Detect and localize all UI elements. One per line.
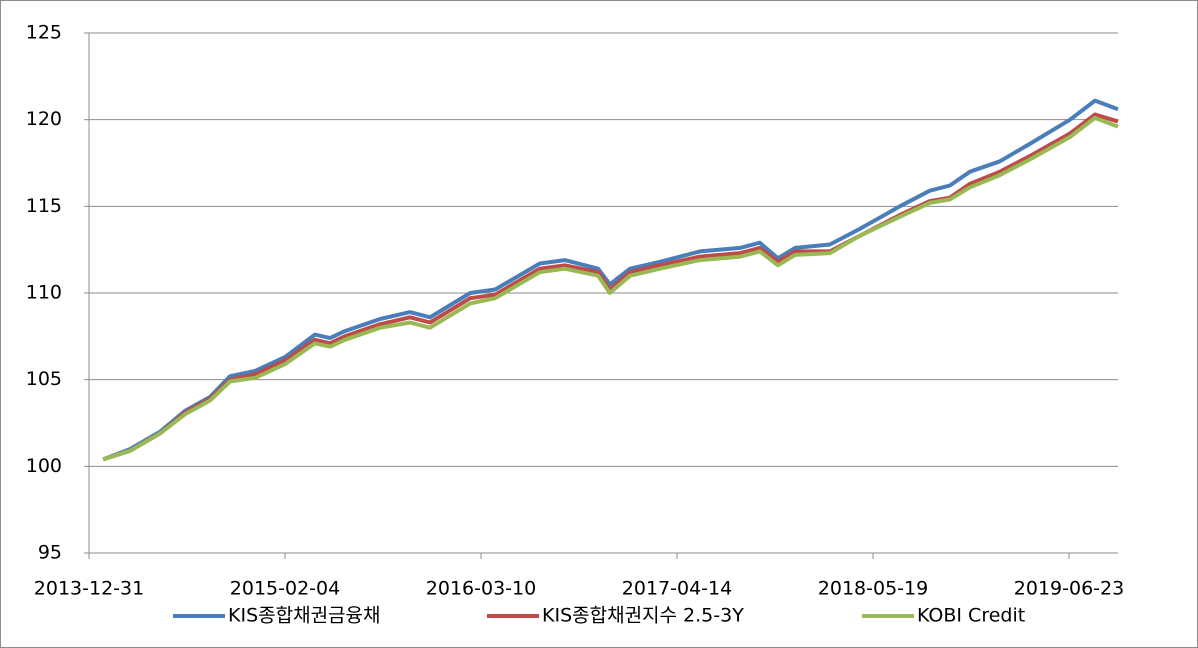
legend-label: KIS종합채권지수 2.5-3Y — [542, 605, 744, 627]
series-line — [102, 115, 1119, 462]
x-tick-label: 2017-04-14 — [622, 578, 732, 600]
y-tick-label: 100 — [26, 455, 62, 477]
x-tick-label: 2013-12-31 — [34, 578, 144, 600]
y-tick-label: 115 — [26, 195, 62, 217]
legend-label: KIS종합채권금융채 — [228, 605, 380, 627]
y-tick-label: 95 — [38, 542, 62, 564]
legend-label: KOBI Credit — [917, 605, 1025, 627]
y-tick-label: 120 — [26, 108, 62, 130]
y-tick-label: 110 — [26, 282, 62, 304]
x-tick-label: 2018-05-19 — [818, 578, 928, 600]
y-tick-label: 125 — [26, 22, 62, 44]
series-line — [102, 98, 1119, 462]
x-tick-label: 2016-03-10 — [426, 578, 536, 600]
x-tick-label: 2019-06-23 — [1014, 578, 1124, 600]
y-tick-label: 105 — [26, 368, 62, 390]
x-tick-label: 2015-02-04 — [230, 578, 340, 600]
